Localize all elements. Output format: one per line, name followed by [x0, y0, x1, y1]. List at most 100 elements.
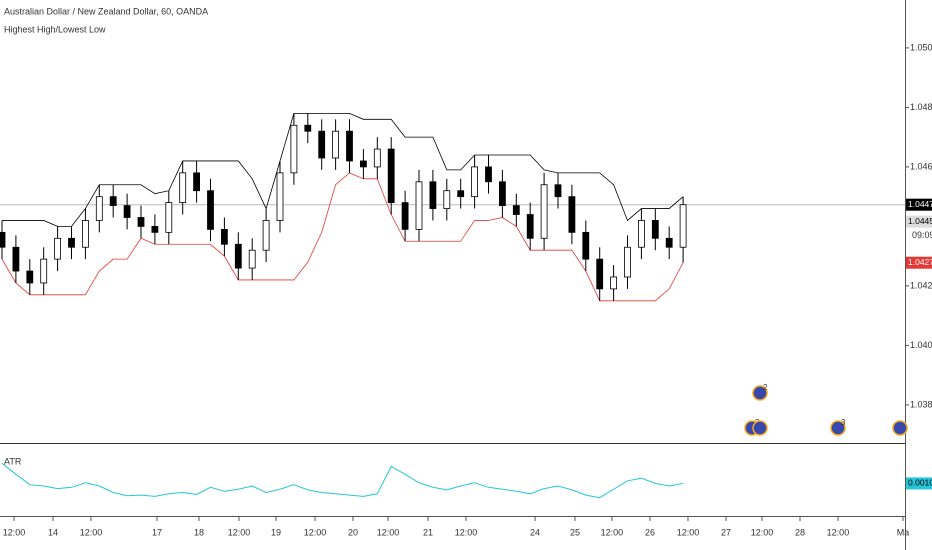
event-icon [752, 420, 768, 436]
candle-body [290, 124, 298, 174]
candle-body [151, 226, 159, 233]
candle-body [248, 249, 256, 269]
candle-body [346, 130, 353, 162]
candle-body [638, 220, 645, 248]
candle-body [596, 258, 604, 290]
event-icon [892, 420, 908, 436]
candle-body [471, 166, 479, 198]
candle-body [665, 237, 673, 248]
x-tick-label: 24 [530, 527, 540, 537]
event-icon [830, 420, 846, 436]
candle-body [304, 124, 312, 132]
x-tick-label: 18 [194, 527, 204, 537]
candle-body [0, 231, 6, 248]
x-tick-label: 17 [152, 527, 162, 537]
x-tick-label: 21 [423, 527, 433, 537]
candle-body [568, 196, 576, 233]
price-label: 1.04278 [908, 257, 932, 267]
x-tick-label: 28 [795, 527, 805, 537]
candle-body [512, 205, 520, 215]
candle-body [498, 181, 506, 206]
price-label-box [906, 198, 932, 211]
candle-body [582, 231, 590, 260]
x-tick-label: 26 [645, 527, 655, 537]
candle-body [137, 217, 145, 227]
x-tick-label: 12:00 [677, 527, 700, 537]
envelope-line [2, 112, 684, 227]
candle-body [526, 214, 534, 239]
candle-body [401, 202, 409, 230]
candle-body [179, 172, 187, 204]
atr-line [1, 462, 684, 499]
candle-body [540, 184, 548, 239]
candle-body [234, 243, 242, 269]
candle-body [651, 220, 659, 239]
candle-body [54, 237, 61, 260]
event-icon [752, 385, 768, 401]
candle-body [387, 148, 395, 204]
candle-body [207, 190, 214, 230]
x-tick-label: 12:00 [455, 527, 478, 537]
x-tick-label: 12:00 [751, 527, 774, 537]
candle-body [373, 148, 381, 168]
y-tick-label: 1.04800 [910, 102, 932, 112]
candle-body [40, 258, 48, 284]
y-tick-label: 1.04000 [910, 340, 932, 350]
price-label-box [906, 256, 932, 269]
x-tick-label: 20 [348, 527, 358, 537]
candle-body [429, 181, 437, 209]
candle-body [554, 184, 562, 198]
candle-body [332, 130, 340, 159]
candle-body [457, 190, 465, 198]
price-label: 1.04473 [908, 199, 932, 209]
atr-label: 0.00104 [908, 478, 932, 488]
x-tick-label: 12:00 [80, 527, 103, 537]
chart-title: Australian Dollar / New Zealand Dollar, … [4, 6, 208, 16]
x-tick-label: 12:00 [827, 527, 850, 537]
candle-body [679, 204, 687, 248]
candle-body [95, 196, 103, 221]
candle-body [26, 270, 34, 284]
candle-body [220, 228, 228, 245]
x-tick-label: 12:00 [601, 527, 624, 537]
x-tick-label: 12:00 [3, 527, 26, 537]
x-tick-label: 19 [271, 527, 281, 537]
x-tick-label: 27 [721, 527, 731, 537]
candle-body [123, 205, 131, 218]
candle-body [109, 196, 117, 206]
price-label: 1.04450 [908, 216, 932, 226]
y-tick-label: 1.04600 [910, 161, 932, 171]
x-tick-label: 14 [48, 527, 58, 537]
event-label: 2 [763, 383, 768, 392]
candle-body [193, 172, 201, 192]
candle-body [443, 190, 451, 209]
candle-body [610, 276, 617, 290]
candle-body [68, 237, 75, 248]
x-tick-label: 25 [570, 527, 580, 537]
x-tick-label: Ma [897, 527, 910, 537]
candle-body [12, 246, 20, 272]
x-tick-label: 12:00 [377, 527, 400, 537]
atr-label-box [906, 477, 932, 490]
candle-body [485, 166, 492, 183]
candle-body [624, 246, 631, 278]
x-tick-label: 12:00 [228, 527, 251, 537]
y-tick-label: 1.04200 [910, 280, 932, 290]
price-label-box [906, 215, 932, 228]
candle-body [262, 220, 270, 251]
candle-body [165, 202, 173, 233]
candle-body [318, 130, 326, 159]
event-label: 3 [841, 418, 846, 427]
candle-body [415, 181, 423, 230]
countdown: 09:09 [912, 230, 932, 240]
candle-body [276, 172, 284, 221]
candle-body [359, 160, 367, 168]
atr-name: ATR [4, 456, 22, 466]
y-tick-label: 1.03800 [910, 399, 932, 409]
envelope-line [1, 172, 684, 302]
y-tick-label: 1.05000 [910, 42, 932, 52]
x-tick-label: 12:00 [304, 527, 327, 537]
